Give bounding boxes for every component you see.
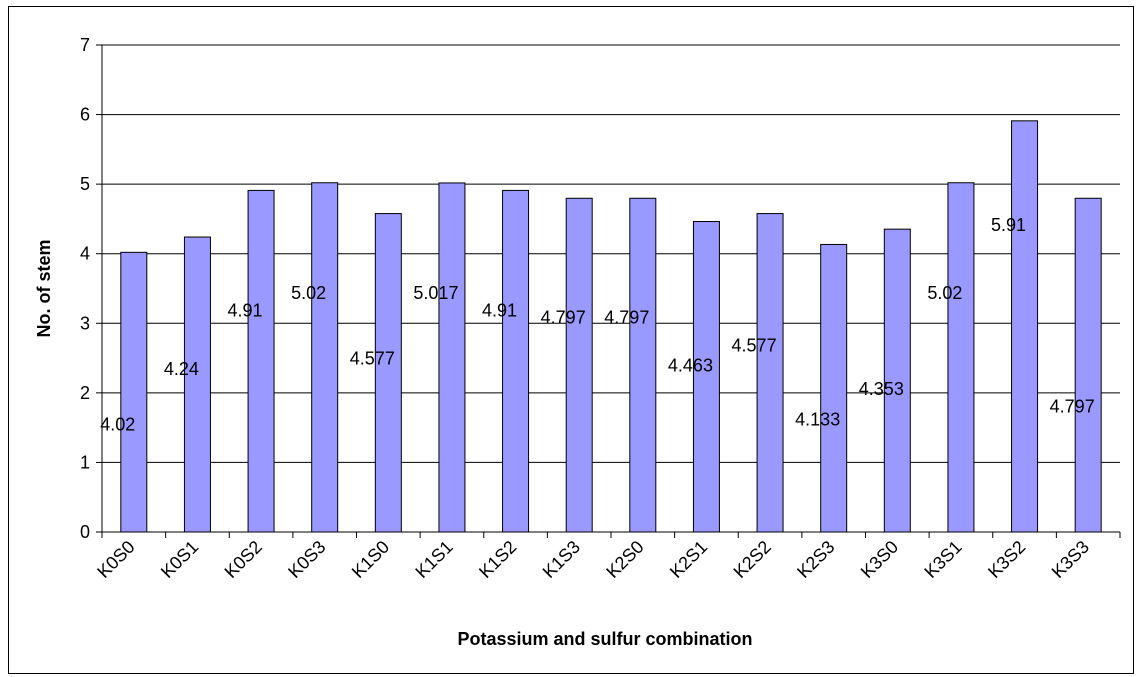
data-label: 4.797 [541,307,586,327]
data-label: 4.797 [604,307,649,327]
bar [247,189,275,533]
x-tick-label: K1S3 [539,537,584,582]
x-tick-label: K3S0 [857,537,902,582]
y-tick-label: 7 [80,35,90,55]
data-label: 5.02 [291,283,326,303]
data-label: 5.91 [991,215,1026,235]
data-label: 4.353 [859,379,904,399]
data-label: 5.02 [927,283,962,303]
x-tick-label: K2S1 [666,537,711,582]
data-label: 5.017 [413,283,458,303]
data-label: 4.24 [164,359,199,379]
bars [120,120,1102,533]
y-axis-title: No. of stem [34,239,54,337]
bar [120,251,148,533]
x-tick-label: K0S0 [93,537,138,582]
bar [692,221,720,533]
y-tick-label: 4 [80,244,90,264]
data-label: 4.577 [350,349,395,369]
bar [502,189,530,533]
axes [96,44,1121,538]
bar [756,213,784,533]
x-tick-label: K2S2 [730,537,775,582]
data-label: 4.91 [228,300,263,320]
x-tick-label: K2S0 [602,537,647,582]
x-axis-title: Potassium and sulfur combination [457,629,752,649]
x-tick-label: K2S3 [793,537,838,582]
bar [820,243,848,533]
bar [883,228,911,533]
x-tick-label: K0S1 [157,537,202,582]
x-tick-label: K3S3 [1048,537,1093,582]
y-tick-label: 6 [80,105,90,125]
bar [311,182,339,533]
data-label: 4.797 [1050,396,1095,416]
data-labels: 4.02 4.24 4.91 5.02 4.577 5.017 4.91 4.797 4.797… [100,215,1094,434]
data-label: 4.133 [795,409,840,429]
y-tick-label: 1 [80,452,90,472]
x-tick-label: K0S2 [221,537,266,582]
bar [183,236,211,533]
y-tick-label: 0 [80,522,90,542]
bar [947,182,975,533]
x-tick-labels: K0S0 K0S1 K0S2 K0S3 K1S0 K1S1 K1S2 K1S3 K2S0 K2S1… [93,537,1093,582]
x-tick-label: K1S0 [348,537,393,582]
bar [438,182,466,533]
x-tick-label: K3S1 [920,537,965,582]
y-tick-label: 3 [80,313,90,333]
y-tick-label: 2 [80,383,90,403]
x-tick-label: K0S3 [284,537,329,582]
data-label: 4.463 [668,356,713,376]
bar [629,197,657,533]
bar [1074,197,1102,533]
bar [1011,120,1039,533]
y-tick-label: 5 [80,174,90,194]
bar [374,213,402,533]
x-tick-label: K3S2 [984,537,1029,582]
y-tick-labels: 0 1 2 3 4 5 6 7 [80,35,90,542]
data-label: 4.02 [100,414,135,434]
data-label: 4.91 [482,300,517,320]
x-tick-label: K1S2 [475,537,520,582]
x-tick-label: K1S1 [411,537,456,582]
bar [565,197,593,533]
data-label: 4.577 [732,336,777,356]
